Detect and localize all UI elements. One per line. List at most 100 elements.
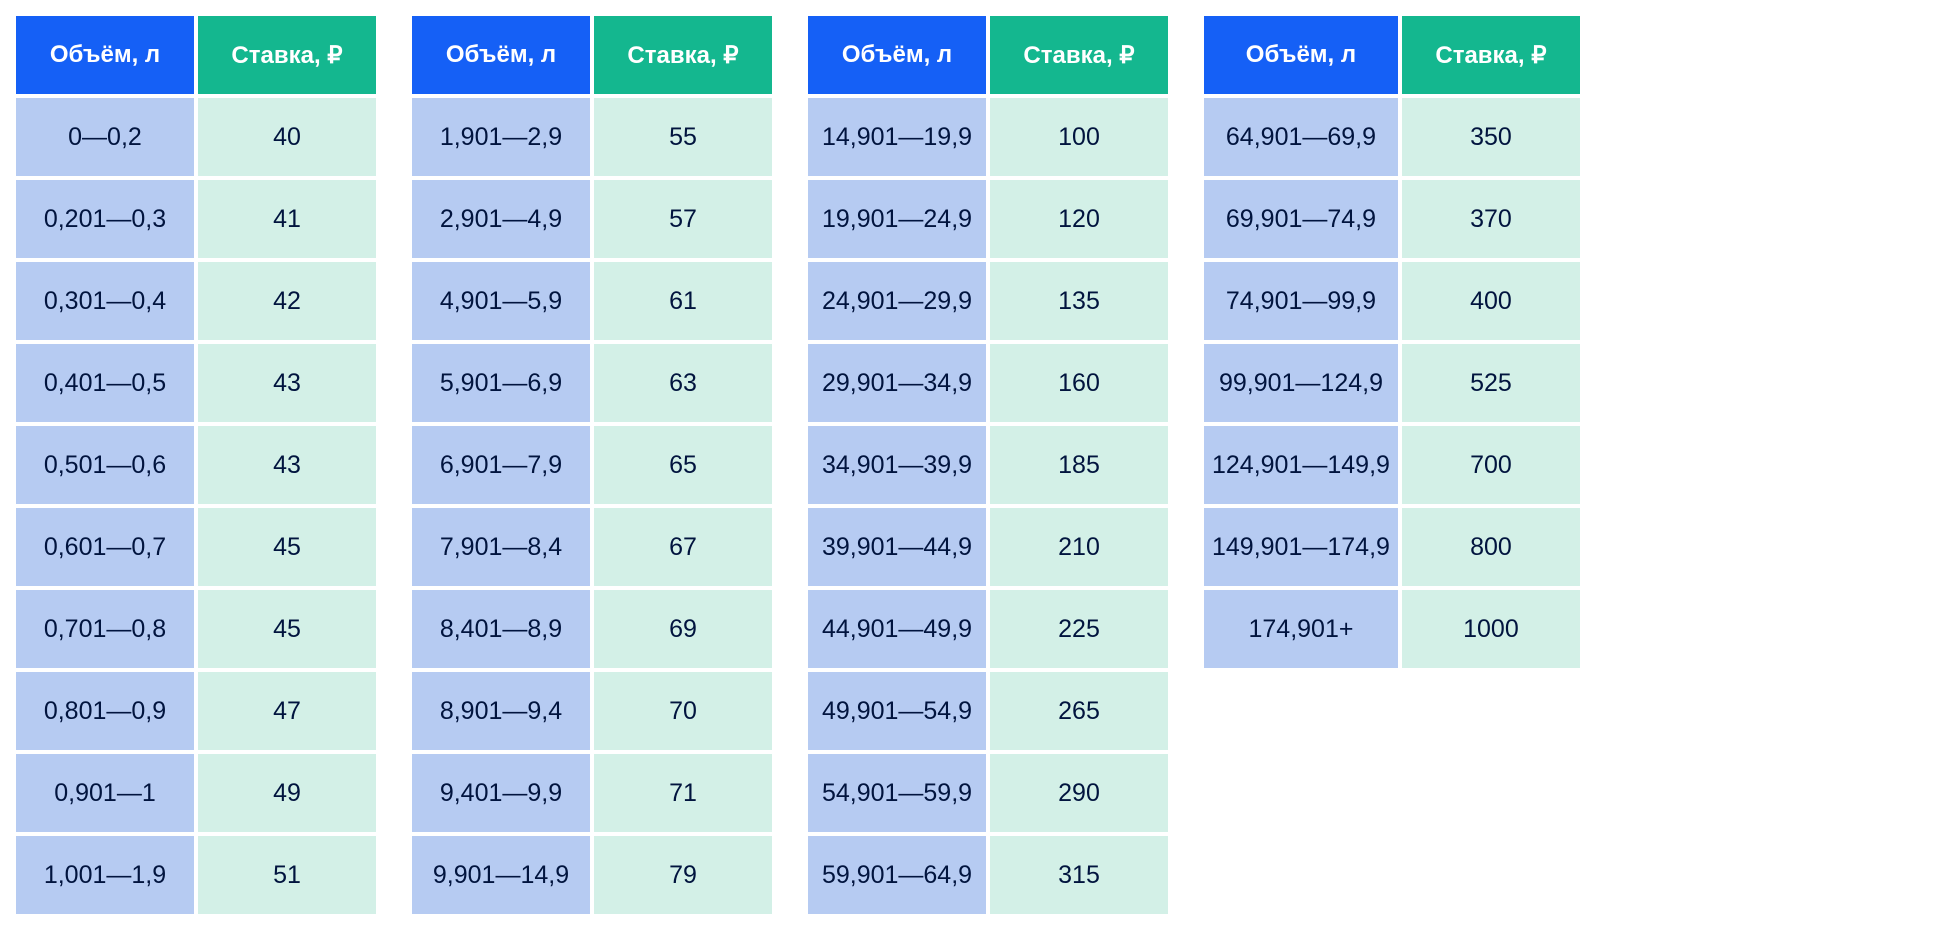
volume-cell: 2,901—4,9 <box>412 180 590 258</box>
table-row: 7,901—8,467 <box>412 508 772 586</box>
volume-cell: 0,801—0,9 <box>16 672 194 750</box>
volume-cell: 0,501—0,6 <box>16 426 194 504</box>
rate-cell: 70 <box>594 672 772 750</box>
volume-cell: 9,901—14,9 <box>412 836 590 914</box>
table-row: 1,001—1,951 <box>16 836 376 914</box>
rate-cell: 525 <box>1402 344 1580 422</box>
volume-cell: 1,901—2,9 <box>412 98 590 176</box>
rate-cell: 49 <box>198 754 376 832</box>
volume-cell: 9,401—9,9 <box>412 754 590 832</box>
volume-cell: 0,601—0,7 <box>16 508 194 586</box>
rate-cell: 210 <box>990 508 1168 586</box>
table-row: 0,601—0,745 <box>16 508 376 586</box>
table-row: 0,801—0,947 <box>16 672 376 750</box>
table-row: 44,901—49,9225 <box>808 590 1168 668</box>
rate-table: Объём, лСтавка, ₽64,901—69,935069,901—74… <box>1200 12 1584 672</box>
table-row: 9,401—9,971 <box>412 754 772 832</box>
table-row: 69,901—74,9370 <box>1204 180 1580 258</box>
volume-cell: 8,901—9,4 <box>412 672 590 750</box>
column-header-volume: Объём, л <box>412 16 590 94</box>
volume-cell: 74,901—99,9 <box>1204 262 1398 340</box>
table-row: 8,901—9,470 <box>412 672 772 750</box>
volume-cell: 0,201—0,3 <box>16 180 194 258</box>
table-row: 0—0,240 <box>16 98 376 176</box>
table-row: 74,901—99,9400 <box>1204 262 1580 340</box>
volume-cell: 49,901—54,9 <box>808 672 986 750</box>
table-row: 29,901—34,9160 <box>808 344 1168 422</box>
rate-cell: 71 <box>594 754 772 832</box>
rate-table: Объём, лСтавка, ₽14,901—19,910019,901—24… <box>804 12 1172 918</box>
volume-cell: 24,901—29,9 <box>808 262 986 340</box>
rate-cell: 225 <box>990 590 1168 668</box>
volume-cell: 69,901—74,9 <box>1204 180 1398 258</box>
rate-cell: 265 <box>990 672 1168 750</box>
rate-cell: 185 <box>990 426 1168 504</box>
rate-cell: 100 <box>990 98 1168 176</box>
rate-cell: 65 <box>594 426 772 504</box>
rate-cell: 40 <box>198 98 376 176</box>
rate-cell: 315 <box>990 836 1168 914</box>
volume-cell: 124,901—149,9 <box>1204 426 1398 504</box>
table-row: 34,901—39,9185 <box>808 426 1168 504</box>
table-row: 4,901—5,961 <box>412 262 772 340</box>
volume-cell: 8,401—8,9 <box>412 590 590 668</box>
table-row: 149,901—174,9800 <box>1204 508 1580 586</box>
column-header-rate: Ставка, ₽ <box>1402 16 1580 94</box>
table-row: 59,901—64,9315 <box>808 836 1168 914</box>
column-header-rate: Ставка, ₽ <box>594 16 772 94</box>
rate-cell: 400 <box>1402 262 1580 340</box>
volume-cell: 34,901—39,9 <box>808 426 986 504</box>
rate-cell: 370 <box>1402 180 1580 258</box>
table-row: 0,901—149 <box>16 754 376 832</box>
table-row: 19,901—24,9120 <box>808 180 1168 258</box>
rate-tables-container: Объём, лСтавка, ₽0—0,2400,201—0,3410,301… <box>12 12 1932 918</box>
rate-cell: 63 <box>594 344 772 422</box>
table-row: 54,901—59,9290 <box>808 754 1168 832</box>
volume-cell: 44,901—49,9 <box>808 590 986 668</box>
rate-cell: 135 <box>990 262 1168 340</box>
rate-cell: 45 <box>198 508 376 586</box>
rate-cell: 79 <box>594 836 772 914</box>
volume-cell: 5,901—6,9 <box>412 344 590 422</box>
volume-cell: 7,901—8,4 <box>412 508 590 586</box>
table-row: 5,901—6,963 <box>412 344 772 422</box>
volume-cell: 0—0,2 <box>16 98 194 176</box>
column-header-volume: Объём, л <box>16 16 194 94</box>
table-row: 124,901—149,9700 <box>1204 426 1580 504</box>
volume-cell: 0,401—0,5 <box>16 344 194 422</box>
rate-cell: 43 <box>198 344 376 422</box>
rate-cell: 47 <box>198 672 376 750</box>
volume-cell: 59,901—64,9 <box>808 836 986 914</box>
volume-cell: 19,901—24,9 <box>808 180 986 258</box>
rate-cell: 43 <box>198 426 376 504</box>
rate-table: Объём, лСтавка, ₽0—0,2400,201—0,3410,301… <box>12 12 380 918</box>
rate-cell: 350 <box>1402 98 1580 176</box>
volume-cell: 0,901—1 <box>16 754 194 832</box>
table-row: 9,901—14,979 <box>412 836 772 914</box>
volume-cell: 29,901—34,9 <box>808 344 986 422</box>
column-header-rate: Ставка, ₽ <box>198 16 376 94</box>
rate-table: Объём, лСтавка, ₽1,901—2,9552,901—4,9574… <box>408 12 776 918</box>
table-row: 174,901+1000 <box>1204 590 1580 668</box>
rate-cell: 55 <box>594 98 772 176</box>
table-row: 8,401—8,969 <box>412 590 772 668</box>
volume-cell: 0,301—0,4 <box>16 262 194 340</box>
table-row: 0,501—0,643 <box>16 426 376 504</box>
column-header-volume: Объём, л <box>808 16 986 94</box>
table-row: 1,901—2,955 <box>412 98 772 176</box>
table-row: 24,901—29,9135 <box>808 262 1168 340</box>
volume-cell: 6,901—7,9 <box>412 426 590 504</box>
table-row: 2,901—4,957 <box>412 180 772 258</box>
volume-cell: 4,901—5,9 <box>412 262 590 340</box>
volume-cell: 149,901—174,9 <box>1204 508 1398 586</box>
table-row: 99,901—124,9525 <box>1204 344 1580 422</box>
rate-cell: 800 <box>1402 508 1580 586</box>
column-header-rate: Ставка, ₽ <box>990 16 1168 94</box>
rate-cell: 1000 <box>1402 590 1580 668</box>
rate-cell: 45 <box>198 590 376 668</box>
rate-cell: 700 <box>1402 426 1580 504</box>
volume-cell: 39,901—44,9 <box>808 508 986 586</box>
table-row: 14,901—19,9100 <box>808 98 1168 176</box>
rate-cell: 41 <box>198 180 376 258</box>
rate-cell: 120 <box>990 180 1168 258</box>
